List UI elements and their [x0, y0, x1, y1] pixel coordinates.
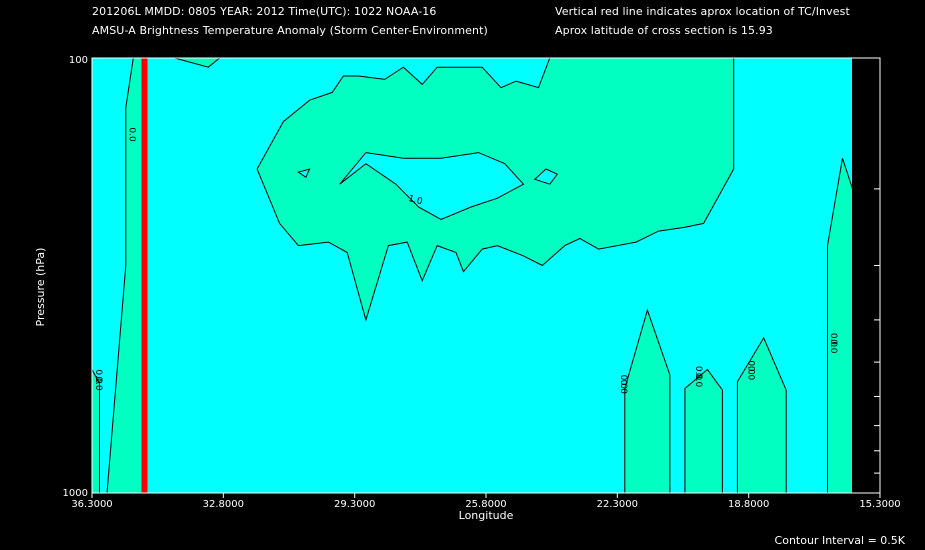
contour-label-2: 0.0 — [93, 376, 103, 391]
storm-center-marker — [141, 58, 148, 493]
x-tick-label-4: 22.3000 — [597, 499, 638, 510]
contour-label-3: 1.0 — [407, 194, 424, 207]
x-tick-label-6: 15.3000 — [859, 499, 900, 510]
contour-interval-note: Contour Interval = 0.5K — [775, 534, 906, 547]
x-tick-label-3: 25.8000 — [465, 499, 506, 510]
x-axis-title: Longitude — [459, 509, 514, 522]
y-tick-label-100: 100 — [69, 55, 88, 66]
contour-label-4: 0.0 — [618, 375, 628, 390]
y-tick-label-1000: 1000 — [63, 488, 88, 499]
cool-hole-2 — [297, 168, 311, 179]
contour-label-8: 0.0 — [746, 360, 756, 375]
contour-label-0: 0.0 — [127, 127, 137, 142]
x-tick-label-2: 29.3000 — [334, 499, 375, 510]
contour-label-6: 0.0 — [693, 366, 703, 381]
contour-label-9: 0.0 — [746, 366, 756, 381]
header-line1-right: Vertical red line indicates aprox locati… — [555, 5, 850, 18]
header-line2-left: AMSU-A Brightness Temperature Anomaly (S… — [92, 24, 488, 37]
header-line1-left: 201206L MMDD: 0805 YEAR: 2012 Time(UTC):… — [92, 5, 437, 18]
x-ticks: 36.3000 32.8000 29.3000 25.8000 22.3000 18.80… — [71, 493, 901, 510]
contour-label-7: 0.0 — [693, 373, 703, 388]
contour-label-5: 0.0 — [618, 380, 628, 395]
no-data-strip — [852, 58, 880, 493]
x-tick-label-1: 32.8000 — [203, 499, 244, 510]
y-axis-title: Pressure (hPa) — [34, 248, 47, 327]
contour-label-11: 0.0 — [828, 339, 838, 354]
x-tick-label-0: 36.3000 — [71, 499, 112, 510]
header-line2-right: Aprox latitude of cross section is 15.93 — [555, 24, 773, 37]
y-ticks — [874, 57, 880, 494]
cool-hole-0 — [339, 152, 525, 220]
cool-hole-1 — [533, 168, 559, 185]
x-tick-label-5: 18.8000 — [728, 499, 769, 510]
contour-label-1: 0.0 — [93, 369, 103, 384]
cool-holes — [297, 152, 559, 220]
contour-labels: 0.00.00.01.00.00.00.00.00.00.00.00.0 — [93, 127, 838, 394]
positive-region-8 — [684, 368, 723, 494]
contour-label-10: 0.0 — [828, 333, 838, 348]
